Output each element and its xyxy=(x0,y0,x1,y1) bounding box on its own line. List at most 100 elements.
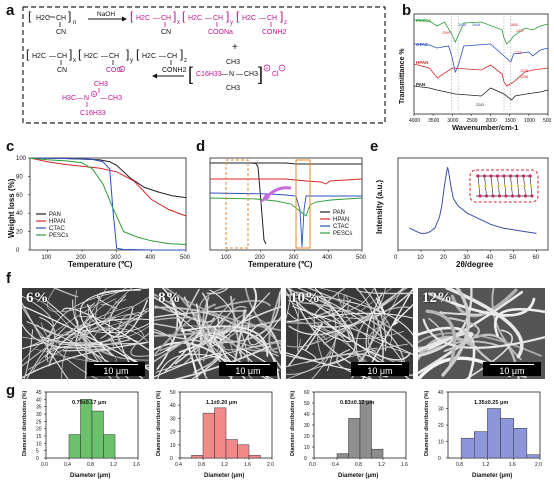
hpan-h2c-3: H2C xyxy=(242,15,256,22)
ctac-c16h33: C16H33 xyxy=(196,71,222,78)
hist-ytick-label: 10 xyxy=(170,443,176,449)
sem-fiber xyxy=(104,288,149,320)
sem-fiber xyxy=(418,331,474,375)
hpan-ch-2: CH xyxy=(213,15,223,22)
sem-fiber xyxy=(86,299,148,338)
svg-text:—: — xyxy=(159,53,166,60)
hist-ytick-label: 30 xyxy=(304,423,310,429)
ftir-xtick-label: 3500 xyxy=(428,118,439,124)
sem-fiber xyxy=(154,293,188,317)
hist-xtick-label: 0.8 xyxy=(355,462,362,468)
sem-fibers-6pct xyxy=(22,288,149,379)
hist-ytick-label: 50 xyxy=(170,390,176,396)
svg-text:+: + xyxy=(93,92,96,98)
inset-node xyxy=(476,174,480,178)
ftir-xtick-label: 1500 xyxy=(505,118,516,124)
tga-legend-label: HPAN xyxy=(49,219,65,225)
dtg-curve-pan-steep xyxy=(210,162,267,245)
sem-fiber xyxy=(286,343,409,379)
hist-ytick-label: 20 xyxy=(170,430,176,436)
sem-fiber xyxy=(287,288,352,317)
inset-node xyxy=(530,194,534,198)
hist-bar xyxy=(225,439,238,459)
sem-label-8pct: 8% xyxy=(158,290,181,306)
sem-fiber xyxy=(154,296,215,323)
scalebar-text-12pct: 10 μm xyxy=(499,366,525,376)
xrd-xtick-label: 0 xyxy=(394,255,398,261)
svg-text:—: — xyxy=(259,15,266,22)
hist-xtick-label: 0.0 xyxy=(41,462,48,468)
sem-fiber xyxy=(22,322,131,349)
sem-fiber xyxy=(22,306,99,379)
pesc-ch3-top: CH3 xyxy=(94,81,108,88)
sem-fiber xyxy=(441,288,471,377)
inset-node-small xyxy=(497,184,500,188)
hpan-coona: COONa xyxy=(208,29,233,36)
ftir-ann-1398: 1398 xyxy=(520,75,528,79)
sem-fiber xyxy=(22,316,79,350)
hist-ylabel: Diameter distribution (%) xyxy=(22,390,28,456)
sem-fiber xyxy=(314,288,346,317)
sem-fiber xyxy=(286,294,349,324)
hist-ylabel: Diameter distribution (%) xyxy=(290,390,296,456)
sem-image-12pct: 12% 10 μm xyxy=(418,288,545,379)
inset-node xyxy=(497,194,502,198)
sem-fiber xyxy=(296,288,408,371)
sem-fiber xyxy=(286,347,317,361)
dtg-xtick-label: 100 xyxy=(221,255,232,261)
hist-ytick-label: 40 xyxy=(304,412,310,418)
svg-text:—: — xyxy=(49,53,56,60)
hist-bar xyxy=(487,408,501,459)
sem-fiber xyxy=(306,288,413,348)
dtg-curve-pescs xyxy=(209,197,363,217)
hist-xtick-label: 1.2 xyxy=(221,462,228,468)
ftir-xtick-label: 2000 xyxy=(486,118,497,124)
hist-ytick-label: 45 xyxy=(36,390,42,396)
ctac-n: N xyxy=(229,71,234,78)
ftir-ann-3015: 3015 xyxy=(458,23,466,27)
inset-node-small xyxy=(529,184,533,188)
sem-fiber xyxy=(286,290,299,320)
sem-fiber xyxy=(22,341,148,379)
svg-text:]: ] xyxy=(258,64,263,84)
inset-node-small xyxy=(477,184,481,188)
hist-bar xyxy=(500,418,514,459)
pesc-h2c-2: H2C xyxy=(84,53,98,60)
scalebar-text-6pct: 10 μm xyxy=(103,366,129,376)
hist-bar xyxy=(68,434,81,459)
tga-legend-label: CTAC xyxy=(49,226,66,232)
hpan-z: z xyxy=(284,20,287,26)
hist-ytick-label: 40 xyxy=(438,390,444,396)
sem-fiber xyxy=(214,299,271,310)
ftir-curve-pan xyxy=(413,85,549,101)
ctac-ch3-bottom: CH3 xyxy=(226,85,240,92)
bracket-left: [ xyxy=(28,9,32,23)
scalebar-6pct: 10 μm xyxy=(87,362,145,376)
xrd-xtick-label: 30 xyxy=(463,255,470,261)
sem-fiber xyxy=(298,293,413,337)
xrd-xtick-label: 40 xyxy=(486,255,493,261)
tga-ytick-label: 100 xyxy=(16,156,27,162)
xrd-xtick-label: 60 xyxy=(532,255,539,261)
tga-legend-label: PESCs xyxy=(49,233,68,239)
sem-fiber xyxy=(425,309,457,367)
hist-xtick-label: 1.2 xyxy=(378,462,385,468)
sem-fiber xyxy=(154,306,281,370)
inset-node xyxy=(521,174,526,178)
hist-ytick-label: 40 xyxy=(36,397,42,403)
tga-ytick-label: 0 xyxy=(16,248,20,254)
sem-fiber xyxy=(154,316,210,366)
hist-ytick-label: 5 xyxy=(36,449,39,455)
sem-fiber xyxy=(180,325,269,357)
sem-fiber xyxy=(287,312,413,323)
sem-fiber xyxy=(22,325,149,343)
inset-node xyxy=(510,194,515,198)
sem-fiber xyxy=(313,316,376,376)
sem-fiber xyxy=(418,288,473,358)
histogram-12pct: 0.8 1.2 1.6 2.0 0 10 20 30 40 1.35±0.25 μm Diamete… xyxy=(424,390,542,479)
naoh-label: NaOH xyxy=(97,11,115,18)
pesc-ch3-right: CH3 xyxy=(108,95,122,102)
tga-ytick-label: 20 xyxy=(16,230,23,236)
hist-ytick-label: 15 xyxy=(36,434,42,440)
sem-label-6pct: 6% xyxy=(26,290,49,306)
